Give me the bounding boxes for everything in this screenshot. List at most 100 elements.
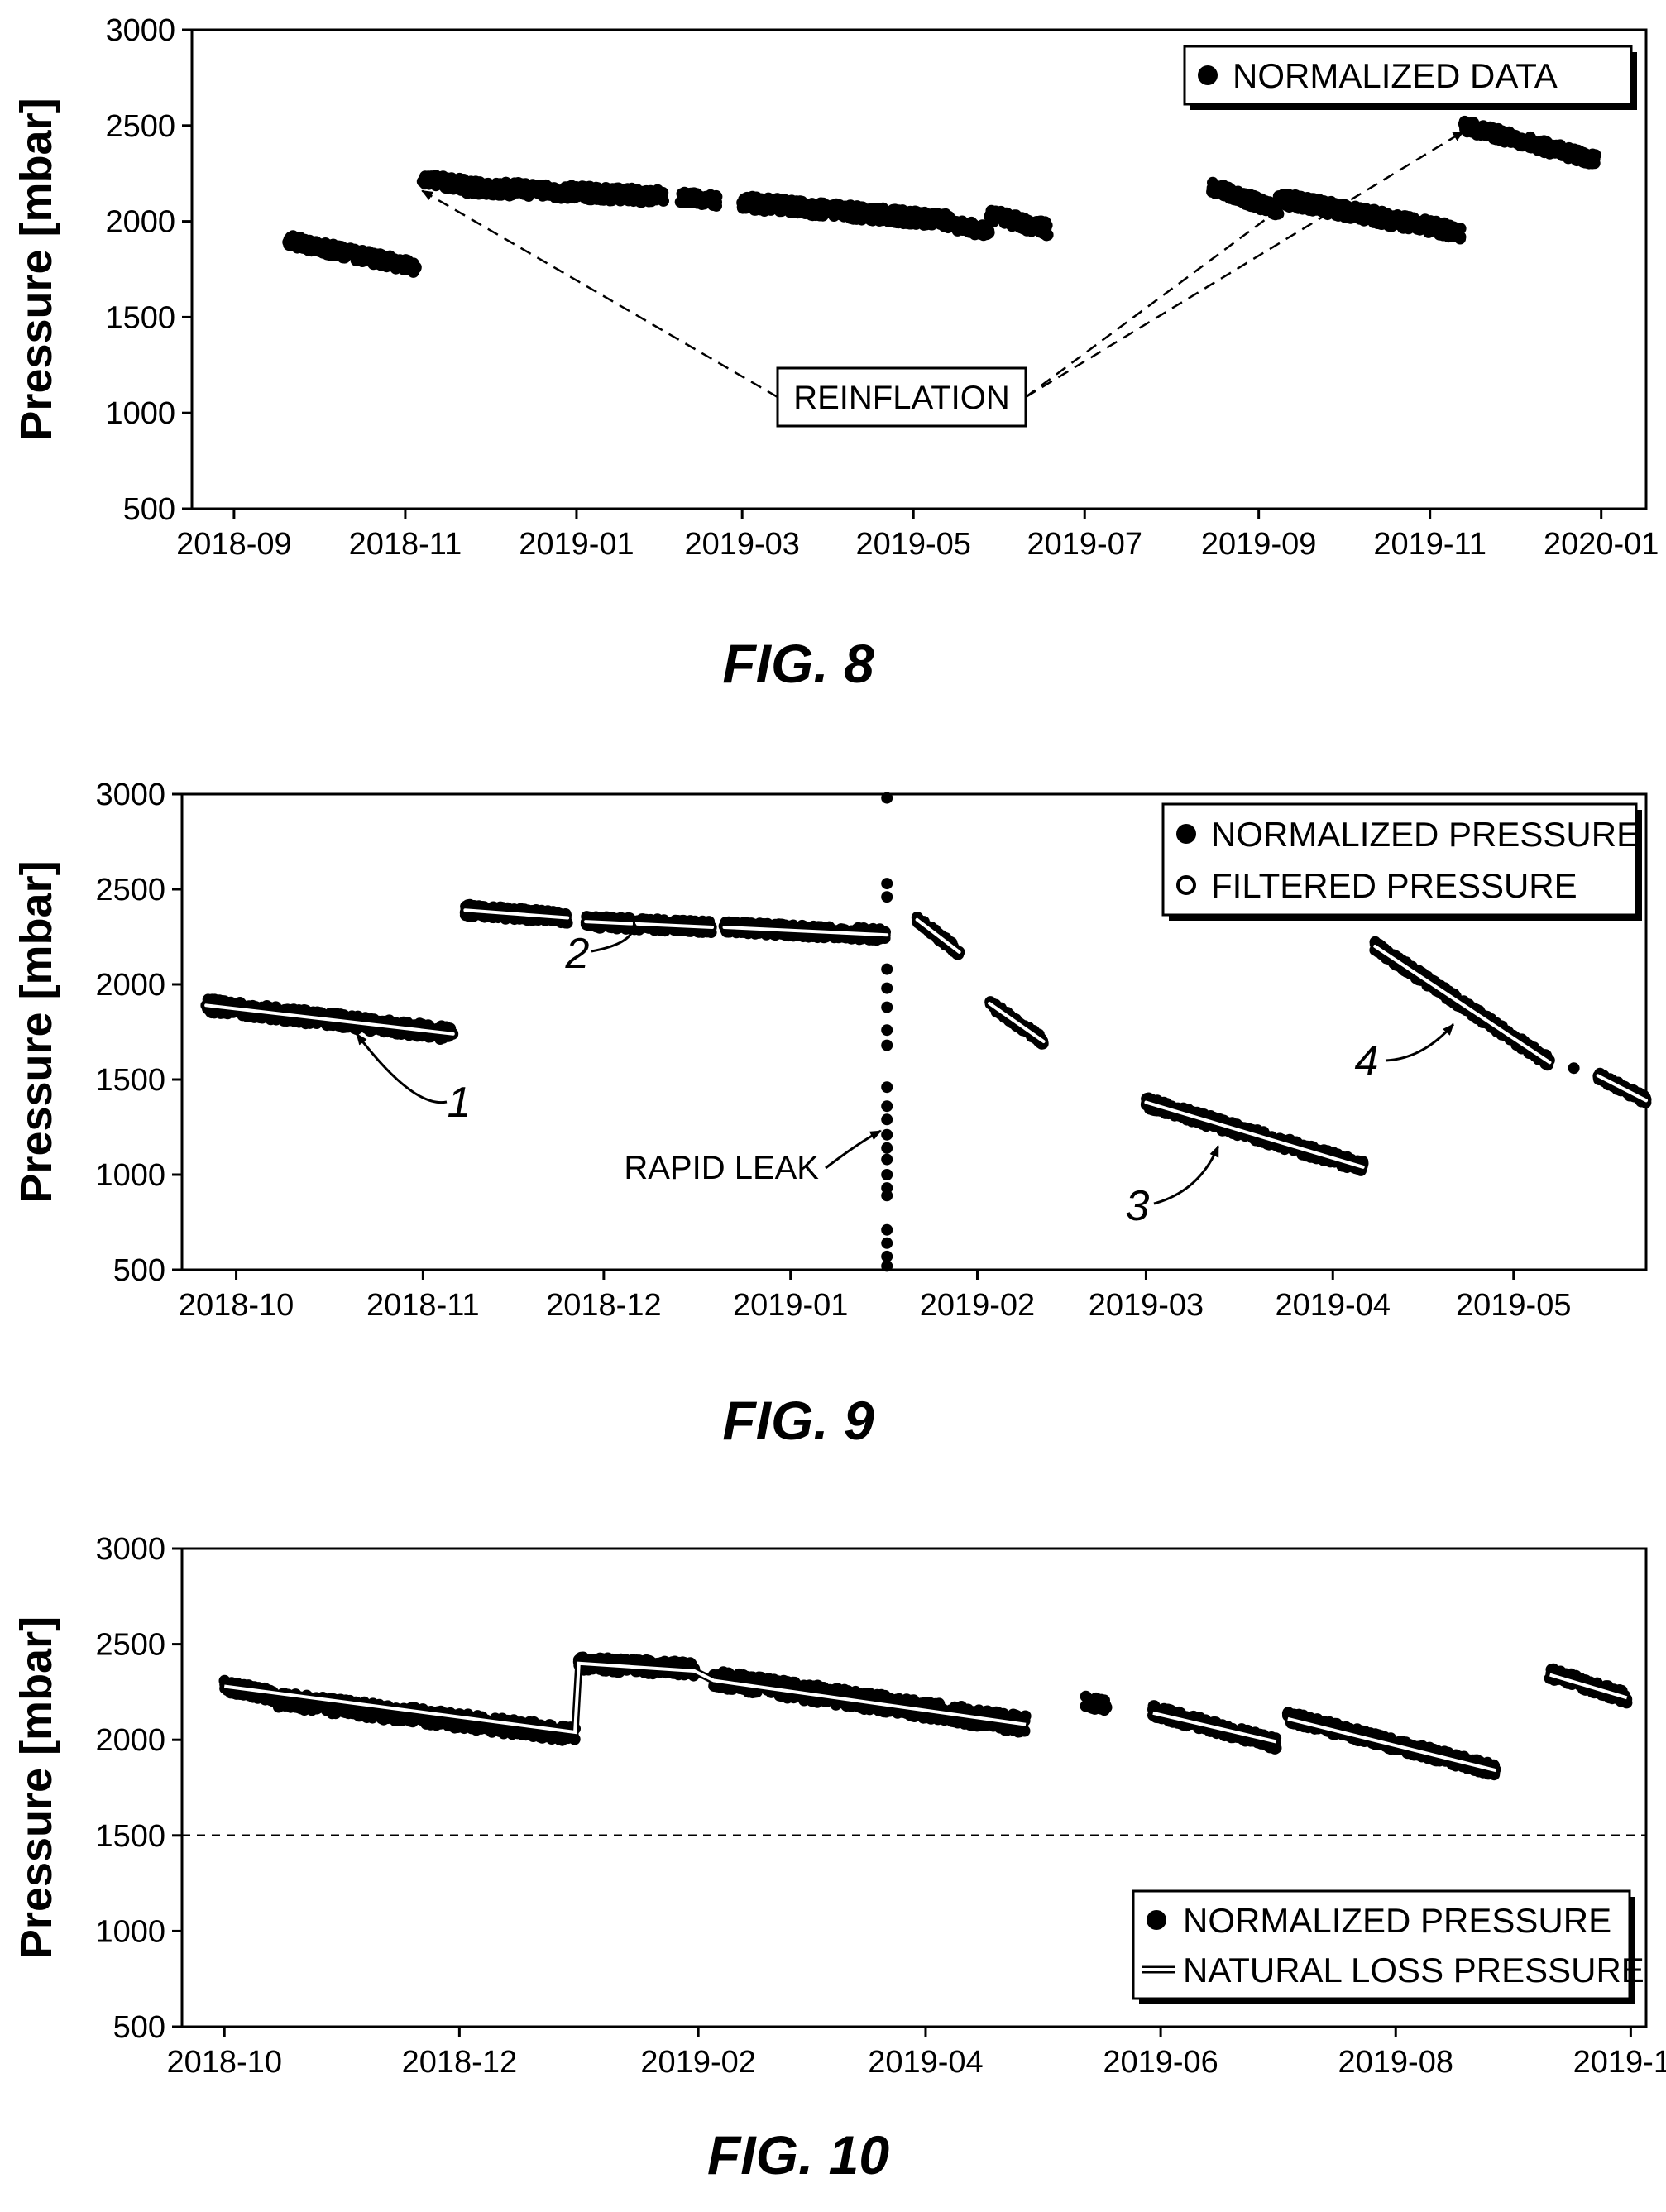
fig8-data-point	[420, 172, 433, 184]
fig8-annotation-arrow	[1025, 130, 1465, 399]
fig8-data-point	[918, 206, 931, 218]
fig8-data-point	[1207, 176, 1218, 189]
fig8-data-point	[1311, 195, 1324, 208]
fig8-data-point	[1252, 201, 1264, 213]
fig10-x-tick-label: 2019-02	[640, 2045, 755, 2080]
fig8-data-point	[377, 259, 389, 271]
fig8-data-point	[529, 180, 542, 193]
fig9-line-segment	[722, 926, 889, 937]
fig8-data-point	[853, 213, 865, 225]
fig8-data-point	[544, 189, 556, 201]
fig10-y-tick-label: 2000	[95, 1723, 165, 1758]
fig9-data-point	[881, 1190, 893, 1202]
fig9-legend-swatch	[1176, 824, 1196, 844]
fig9-annotation-label: RAPID LEAK	[624, 1150, 819, 1186]
fig8-data-point	[523, 190, 534, 202]
fig8-data-point	[1348, 207, 1360, 219]
fig8-x-tick-label: 2020-01	[1544, 527, 1659, 562]
fig9-line-segment	[584, 920, 714, 929]
fig8-legend-swatch	[1198, 65, 1218, 85]
fig8-data-point	[1516, 140, 1529, 152]
fig8-data-point	[998, 217, 1011, 229]
fig10-x-tick-label: 2019-06	[1103, 2045, 1218, 2080]
fig9-legend-label: FILTERED PRESSURE	[1211, 866, 1577, 905]
fig10-plot-frame	[180, 1547, 1648, 2028]
fig8-annotation-arrow	[421, 189, 778, 399]
fig9-data-point	[881, 1039, 893, 1051]
fig9-annotation-rapid-leak: RAPID LEAK	[624, 1129, 882, 1186]
fig8-y-tick-label: 3000	[105, 13, 175, 48]
fig8-data-point	[495, 187, 507, 199]
fig8-data-point	[371, 248, 384, 261]
fig8-data-point	[894, 213, 907, 225]
fig8-data-point	[851, 201, 864, 213]
fig8-data-point	[809, 205, 821, 218]
fig9-x-tick-label: 2018-10	[179, 1288, 294, 1323]
fig9-y-tick-label: 3000	[95, 778, 165, 812]
fig8-data-point	[638, 194, 650, 206]
fig9-legend-box	[1161, 802, 1638, 917]
fig8-data-point	[1280, 194, 1292, 207]
fig8-data-point	[1437, 218, 1449, 231]
fig9-annotation-label-2: 2	[565, 920, 640, 978]
fig8-x-tick-label: 2019-03	[684, 527, 799, 562]
fig8-y-tick-label: 500	[123, 492, 175, 527]
fig8-data-point	[299, 234, 312, 247]
fig9-legend-swatch	[1176, 875, 1196, 895]
fig9-data-point	[881, 1260, 893, 1272]
fig10-y-tick-label: 3000	[95, 1532, 165, 1567]
fig8-data-point	[1487, 128, 1500, 141]
fig8-y-tick-label: 2500	[105, 109, 175, 144]
fig9-y-tick-label: 2500	[95, 873, 165, 907]
fig9-annotation-label-1: 1	[356, 1032, 471, 1127]
fig8-x-tick-label: 2019-07	[1027, 527, 1142, 562]
fig9-x-tick-label: 2019-05	[1456, 1288, 1571, 1323]
fig9-data-point	[881, 1024, 893, 1037]
fig10-x-tick-label: 2018-12	[402, 2045, 517, 2080]
fig8-data-point	[647, 187, 658, 199]
fig9-data-point	[881, 792, 893, 804]
fig9-x-tick-label: 2018-12	[546, 1288, 661, 1323]
fig9-line-segment	[915, 917, 961, 954]
fig10-x-tick-label: 2018-10	[167, 2045, 282, 2080]
fig8-data-point	[1373, 209, 1386, 222]
fig8-data-point	[1422, 222, 1434, 234]
fig10-x-tick-label: 2019-04	[868, 2045, 983, 2080]
fig9-annotation-label-3: 3	[1126, 1145, 1220, 1230]
fig10-y-tick-label: 500	[113, 2010, 165, 2045]
fig8-data-point	[511, 186, 524, 199]
fig9-y-tick-label: 1500	[95, 1063, 165, 1098]
fig8-legend-label: NORMALIZED DATA	[1233, 56, 1558, 95]
fig8-data-point	[601, 184, 614, 196]
fig8-data-point	[1232, 188, 1244, 200]
fig8-data-point	[1398, 219, 1410, 232]
fig8-data-point	[840, 207, 853, 219]
fig9-caption: FIG. 9	[722, 1390, 874, 1451]
fig9-annotation-arrow	[825, 1129, 882, 1170]
fig9-y-tick-label: 2000	[95, 968, 165, 1003]
fig10-y-tick-label: 1500	[95, 1819, 165, 1854]
fig8-data-point	[597, 194, 610, 206]
fig9-data-point	[881, 1100, 893, 1113]
fig8-data-point	[1033, 218, 1046, 230]
fig8-x-tick-label: 2019-01	[519, 527, 634, 562]
fig8-data-point	[462, 184, 474, 196]
fig10-y-tick-label: 1000	[95, 1914, 165, 1949]
fig8-data-point	[1408, 212, 1419, 224]
fig9-annotation-label-4: 4	[1355, 1023, 1455, 1085]
fig8-data-point	[864, 214, 877, 226]
fig8-series-normalized-data	[282, 115, 1601, 278]
fig8-data-point	[340, 244, 352, 256]
fig8-data-point	[390, 262, 402, 275]
fig9-x-tick-label: 2019-02	[920, 1288, 1035, 1323]
fig9-data-point	[881, 1113, 893, 1126]
fig8-data-point	[1289, 189, 1301, 201]
fig9-annotation-arrow	[1153, 1145, 1220, 1205]
fig8-data-point	[282, 236, 294, 248]
fig9-series-filtered-pressure	[202, 906, 1650, 1171]
fig10-y-axis-title: Pressure [mbar]	[12, 1616, 61, 1959]
fig9-data-point	[881, 878, 893, 890]
